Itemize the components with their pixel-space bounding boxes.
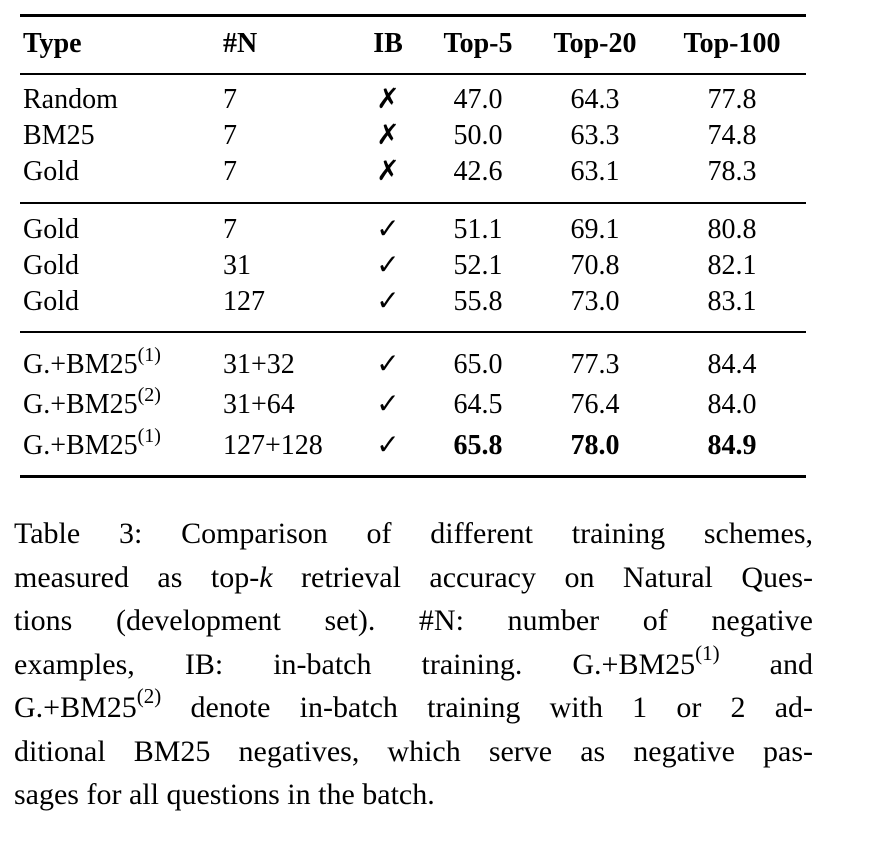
- caption-line: examples, IB: in-batch training. G.+BM25…: [14, 640, 813, 681]
- row-n: 31: [223, 250, 251, 281]
- row-type: BM25: [23, 120, 95, 151]
- header-n: #N: [223, 28, 258, 59]
- row-top20: 76.4: [570, 389, 620, 420]
- row-type: Random: [23, 84, 118, 115]
- caption-line: Table 3: Comparison of different trainin…: [14, 517, 813, 550]
- row-top20: 64.3: [570, 84, 620, 115]
- table-row: BM25 7 ✗ 50.0 63.3 74.8: [20, 118, 806, 154]
- row-type: Gold: [23, 286, 79, 317]
- row-type: G.+BM25(1): [23, 424, 161, 461]
- check-mark-icon: ✓: [376, 430, 400, 461]
- row-top5: 51.1: [453, 214, 503, 245]
- header-top5: Top-5: [443, 28, 513, 59]
- row-top5: 55.8: [453, 286, 503, 317]
- caption-line: measured as top-k retrieval accuracy on …: [14, 560, 814, 594]
- row-n: 31+32: [223, 349, 295, 380]
- check-mark-icon: ✓: [376, 389, 400, 420]
- table-header-row: Type #N IB Top-5 Top-20 Top-100: [20, 26, 806, 62]
- row-top20: 73.0: [570, 286, 620, 317]
- row-type-superscript: (2): [137, 383, 161, 406]
- row-type-superscript: (1): [137, 424, 161, 447]
- row-top100: 82.1: [707, 250, 757, 281]
- group-rule: [20, 202, 806, 204]
- row-type: G.+BM25(2): [23, 383, 161, 420]
- row-top5: 64.5: [453, 389, 503, 420]
- row-top100-best: 84.9: [707, 430, 757, 461]
- table-row: G.+BM25(1) 127+128 ✓ 65.8 78.0 84.9: [20, 424, 806, 464]
- header-top100: Top-100: [683, 28, 781, 59]
- row-n: 7: [223, 84, 237, 115]
- header-top20: Top-20: [553, 28, 637, 59]
- row-top20: 70.8: [570, 250, 620, 281]
- check-mark-icon: ✓: [376, 286, 400, 317]
- caption-line: ditional BM25 negatives, which serve as …: [14, 734, 813, 768]
- table-row: Gold 31 ✓ 52.1 70.8 82.1: [20, 248, 806, 284]
- row-top5: 50.0: [453, 120, 503, 151]
- check-mark-icon: ✓: [376, 349, 400, 380]
- cross-mark-icon: ✗: [376, 156, 400, 187]
- table-row: G.+BM25(2) 31+64 ✓ 64.5 76.4 84.0: [20, 383, 806, 423]
- row-top5: 47.0: [453, 84, 503, 115]
- row-top100: 78.3: [707, 156, 757, 187]
- row-n: 7: [223, 156, 237, 187]
- check-mark-icon: ✓: [376, 250, 400, 281]
- row-top5: 42.6: [453, 156, 503, 187]
- header-ib: IB: [373, 28, 403, 59]
- table-row: Gold 7 ✓ 51.1 69.1 80.8: [20, 212, 806, 248]
- top-rule: [20, 14, 806, 17]
- caption-line: G.+BM25(2) denote in-batch training with…: [14, 684, 813, 725]
- table-row: Gold 7 ✗ 42.6 63.1 78.3: [20, 154, 806, 190]
- row-type-superscript: (1): [137, 343, 161, 366]
- row-n: 7: [223, 214, 237, 245]
- row-top100: 83.1: [707, 286, 757, 317]
- cross-mark-icon: ✗: [376, 120, 400, 151]
- check-mark-icon: ✓: [376, 214, 400, 245]
- bottom-rule: [20, 475, 806, 478]
- table-row: G.+BM25(1) 31+32 ✓ 65.0 77.3 84.4: [20, 343, 806, 383]
- row-top100: 74.8: [707, 120, 757, 151]
- row-top20-best: 78.0: [570, 430, 620, 461]
- cross-mark-icon: ✗: [376, 84, 400, 115]
- row-top100: 77.8: [707, 84, 757, 115]
- header-rule: [20, 73, 806, 75]
- row-top20: 63.1: [570, 156, 620, 187]
- row-type: G.+BM25(1): [23, 343, 161, 380]
- row-top20: 77.3: [570, 349, 620, 380]
- row-type: Gold: [23, 156, 79, 187]
- header-type: Type: [23, 28, 82, 59]
- row-top20: 69.1: [570, 214, 620, 245]
- row-n: 7: [223, 120, 237, 151]
- row-top5: 65.0: [453, 349, 503, 380]
- row-top100: 84.4: [707, 349, 757, 380]
- row-top5-best: 65.8: [453, 430, 503, 461]
- caption-line: tions (development set). #N: number of n…: [14, 604, 813, 637]
- row-type: Gold: [23, 250, 79, 281]
- row-n: 127: [223, 286, 265, 317]
- caption-line: sages for all questions in the batch.: [14, 778, 435, 811]
- row-n: 31+64: [223, 389, 295, 420]
- row-top100: 80.8: [707, 214, 757, 245]
- table-caption: Table 3: Comparison of different trainin…: [14, 512, 813, 817]
- row-top5: 52.1: [453, 250, 503, 281]
- row-top100: 84.0: [707, 389, 757, 420]
- row-n: 127+128: [223, 430, 323, 461]
- row-top20: 63.3: [570, 120, 620, 151]
- table-row: Gold 127 ✓ 55.8 73.0 83.1: [20, 284, 806, 320]
- row-type: Gold: [23, 214, 79, 245]
- table-row: Random 7 ✗ 47.0 64.3 77.8: [20, 82, 806, 118]
- group-rule: [20, 331, 806, 333]
